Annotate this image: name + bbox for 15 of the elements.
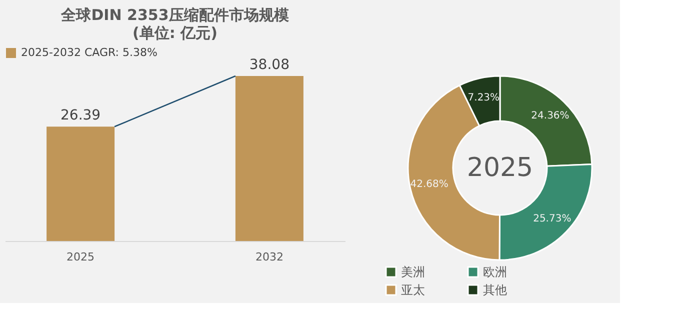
legend-label: 2025-2032 CAGR: 5.38% xyxy=(21,46,158,59)
chart-title: 全球DIN 2353压缩配件市场规模 xyxy=(60,6,290,24)
text: 2025 xyxy=(466,153,534,183)
x-tick-label: 2032 xyxy=(255,250,284,264)
data-label: 38.08 xyxy=(249,57,290,73)
legend-label: 亚太 xyxy=(401,283,425,297)
data-label: 26.39 xyxy=(60,108,101,124)
legend-label: 其他 xyxy=(483,283,507,297)
legend-label: 美洲 xyxy=(401,265,425,279)
data-label: 24.36% xyxy=(531,110,570,122)
data-label: 42.68% xyxy=(410,179,448,190)
data-label: 7.23% xyxy=(468,92,500,104)
chart-subtitle: (单位: 亿元) xyxy=(132,24,218,42)
data-label: 25.73% xyxy=(533,213,572,224)
legend-label: 欧洲 xyxy=(483,265,507,279)
